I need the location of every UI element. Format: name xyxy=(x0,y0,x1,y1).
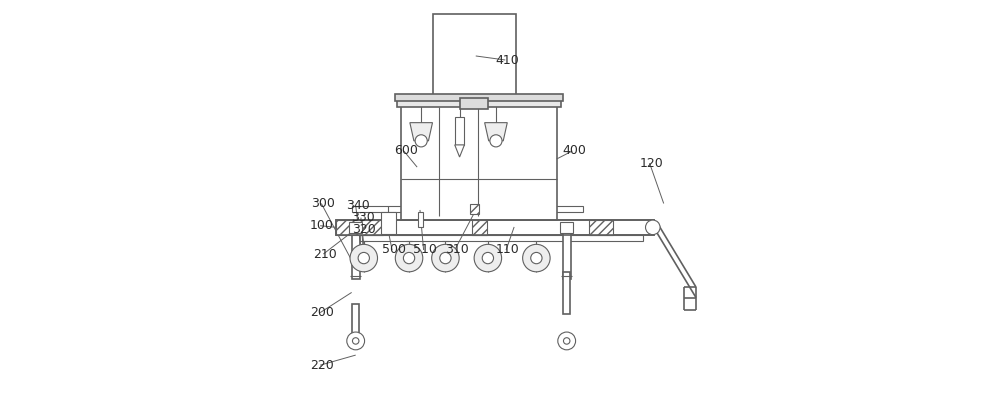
Text: 330: 330 xyxy=(351,211,375,224)
Text: 510: 510 xyxy=(413,243,437,256)
Text: 200: 200 xyxy=(310,306,334,319)
Text: 320: 320 xyxy=(352,223,376,236)
Bar xyxy=(352,235,643,241)
Bar xyxy=(460,98,488,109)
Circle shape xyxy=(474,244,502,272)
Bar xyxy=(433,13,516,98)
Circle shape xyxy=(395,244,423,272)
Text: 600: 600 xyxy=(394,144,418,158)
Circle shape xyxy=(531,252,542,264)
Bar xyxy=(336,220,654,235)
Circle shape xyxy=(432,244,459,272)
Bar xyxy=(336,220,383,235)
Circle shape xyxy=(482,252,494,264)
Bar xyxy=(352,206,583,212)
Circle shape xyxy=(563,338,570,344)
Text: 300: 300 xyxy=(311,197,335,210)
Bar xyxy=(563,272,570,314)
Bar xyxy=(418,212,423,228)
Text: 500: 500 xyxy=(382,243,406,256)
Bar xyxy=(560,222,573,233)
Text: 310: 310 xyxy=(445,243,468,256)
Text: 410: 410 xyxy=(495,53,519,66)
Circle shape xyxy=(490,135,502,147)
Bar xyxy=(472,220,487,235)
Polygon shape xyxy=(485,123,507,141)
Bar xyxy=(455,116,464,145)
Bar xyxy=(397,98,561,107)
Text: 400: 400 xyxy=(562,144,586,158)
Circle shape xyxy=(415,135,427,147)
Bar xyxy=(589,220,613,235)
Bar xyxy=(470,204,479,214)
Circle shape xyxy=(347,332,365,350)
Circle shape xyxy=(523,244,550,272)
Circle shape xyxy=(403,252,415,264)
Bar xyxy=(352,304,359,346)
Text: 340: 340 xyxy=(346,199,369,212)
Circle shape xyxy=(358,252,369,264)
Polygon shape xyxy=(410,123,432,141)
Text: 210: 210 xyxy=(313,247,337,260)
Bar xyxy=(352,233,360,279)
Bar xyxy=(395,94,563,101)
Circle shape xyxy=(558,332,576,350)
Bar xyxy=(381,212,396,234)
Bar xyxy=(401,98,557,220)
Text: 120: 120 xyxy=(639,157,663,170)
Bar xyxy=(349,222,362,233)
Bar xyxy=(563,233,571,279)
Circle shape xyxy=(646,220,660,234)
Circle shape xyxy=(440,252,451,264)
Bar xyxy=(336,220,654,235)
Polygon shape xyxy=(455,145,464,157)
Circle shape xyxy=(350,244,378,272)
Text: 100: 100 xyxy=(310,219,334,232)
Text: 220: 220 xyxy=(310,359,334,372)
Circle shape xyxy=(352,338,359,344)
Text: 110: 110 xyxy=(496,243,520,256)
